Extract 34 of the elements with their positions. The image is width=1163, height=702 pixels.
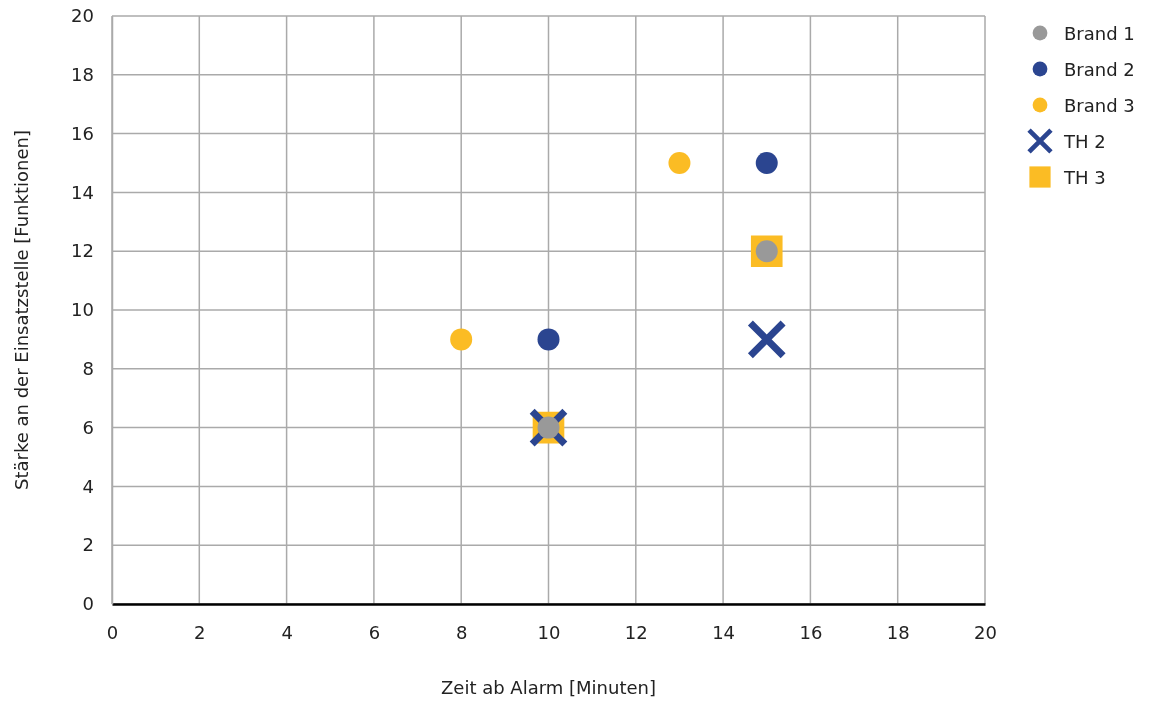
- x-tick-label: 6: [368, 621, 381, 643]
- y-tick-label: 4: [82, 475, 94, 497]
- point: [746, 319, 787, 360]
- y-axis-title: Stärke an der Einsatzstelle [Funktionen]: [11, 130, 32, 490]
- x-tick-label: 10: [537, 621, 561, 643]
- legend-label: Brand 2: [1064, 59, 1135, 80]
- y-tick-label: 0: [82, 593, 94, 615]
- y-tick-label: 18: [71, 64, 94, 86]
- point: [537, 328, 560, 351]
- y-tick-label: 20: [71, 5, 94, 27]
- x-tick-label: 16: [799, 621, 823, 643]
- x-tick-label: 0: [106, 621, 119, 643]
- legend-label: Brand 1: [1064, 23, 1135, 44]
- y-tick-label: 10: [71, 299, 94, 321]
- x-tick-label: 20: [974, 621, 997, 643]
- point: [668, 152, 691, 174]
- x-tick-label: 12: [624, 621, 648, 643]
- x-axis-title: Zeit ab Alarm [Minuten]: [441, 677, 656, 698]
- legend-label: Brand 3: [1064, 95, 1135, 116]
- x-tick-label: 14: [712, 621, 736, 643]
- y-tick-label: 2: [82, 534, 94, 556]
- y-tick-label: 14: [71, 181, 94, 203]
- legend-label: TH 3: [1063, 167, 1106, 188]
- x-tick-label: 18: [886, 621, 910, 643]
- y-tick-label: 6: [82, 416, 94, 438]
- x-tick-label: 4: [281, 621, 293, 643]
- x-tick-label: 2: [194, 621, 206, 643]
- y-tick-label: 16: [71, 122, 94, 144]
- point: [755, 152, 778, 174]
- y-tick-label: 8: [82, 358, 94, 380]
- legend-label: TH 2: [1063, 131, 1106, 152]
- y-tick-label: 12: [71, 240, 94, 262]
- x-tick-label: 8: [455, 621, 468, 643]
- point: [450, 328, 473, 351]
